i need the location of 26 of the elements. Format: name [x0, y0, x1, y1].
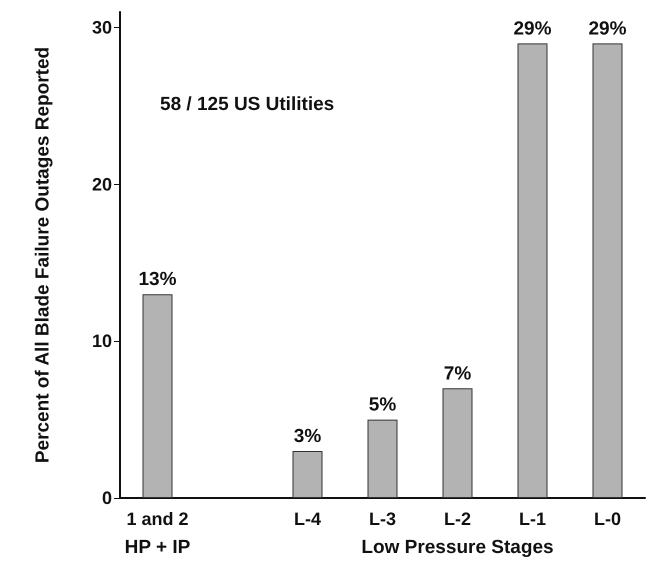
bar — [442, 388, 472, 498]
data-label: 3% — [294, 426, 322, 447]
annotation: 58 / 125 US Utilities — [160, 94, 334, 115]
x-tick-label: L-3 — [369, 509, 396, 529]
bar — [368, 420, 398, 498]
y-tick-label: 10 — [92, 331, 112, 352]
data-label: 29% — [513, 18, 552, 40]
bar — [518, 43, 548, 498]
data-label: 29% — [588, 18, 627, 40]
bar — [292, 450, 322, 498]
x-tick-label: L-4 — [294, 509, 321, 529]
data-label: 7% — [444, 363, 472, 384]
y-tick-label: 0 — [102, 488, 112, 508]
y-axis-title: Percent of All Blade Failure Outages Reported — [32, 46, 54, 464]
text: Low Pressure Stages — [361, 537, 554, 558]
x-tick-label: L-1 — [519, 509, 546, 529]
data-label: 13% — [138, 269, 177, 290]
x-tick-label: L-0 — [594, 509, 621, 529]
text: HP + IP — [124, 537, 191, 558]
y-tick-label: 30 — [92, 18, 112, 38]
bar — [592, 43, 622, 498]
x-tick-label: L-2 — [444, 509, 471, 529]
bar — [142, 294, 172, 498]
data-label: 5% — [368, 394, 396, 416]
y-tick-label: 20 — [92, 174, 112, 194]
x-tick-label: 1 and 2 — [126, 509, 189, 529]
